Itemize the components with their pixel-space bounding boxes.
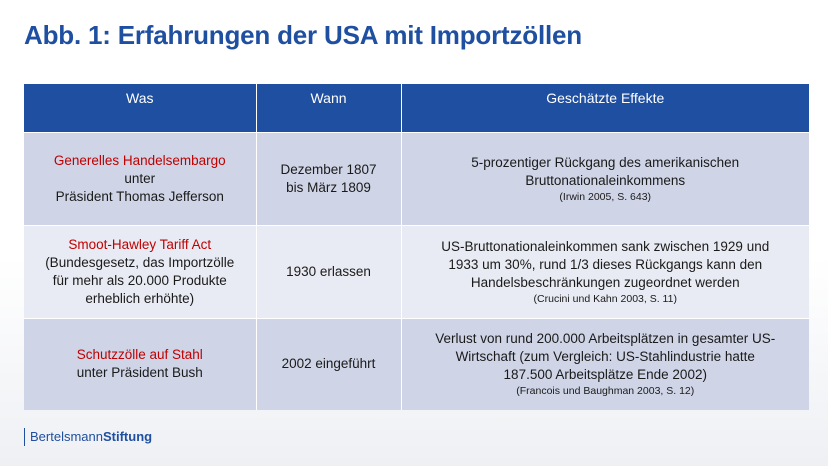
effect-text: 187.500 Arbeitsplätze Ende 2002) bbox=[503, 367, 707, 383]
table-row: Generelles Handelsembargo unter Präsiden… bbox=[24, 131, 809, 225]
effect-text: Wirtschaft (zum Vergleich: US-Stahlindus… bbox=[455, 349, 755, 365]
citation: (Francois und Baughman 2003, S. 12) bbox=[516, 385, 695, 398]
effect-text: 1933 um 30%, rund 1/3 dieses Rückgangs k… bbox=[448, 256, 763, 272]
cell-effekte: US-Bruttonationaleinkommen sank zwischen… bbox=[401, 224, 809, 318]
logo-text-part1: Bertelsmann bbox=[30, 429, 103, 444]
cell-effekte: Verlust von rund 200.000 Arbeitsplätzen … bbox=[401, 317, 809, 410]
measure-detail: (Bundesgesetz, das Importzölle bbox=[45, 254, 235, 270]
date-text: 2002 eingeführt bbox=[281, 356, 376, 372]
measure-name: Generelles Handelsembargo bbox=[53, 152, 226, 168]
cell-effekte: 5-prozentiger Rückgang des amerikanische… bbox=[401, 131, 809, 225]
cell-wann: 2002 eingeführt bbox=[256, 317, 402, 410]
effect-text: 5-prozentiger Rückgang des amerikanische… bbox=[471, 154, 740, 170]
table-row: Schutzzölle auf Stahl unter Präsident Bu… bbox=[24, 317, 809, 410]
date-text: bis März 1809 bbox=[286, 179, 371, 195]
table-row: Smoot-Hawley Tariff Act (Bundesgesetz, d… bbox=[24, 224, 809, 318]
cell-was: Smoot-Hawley Tariff Act (Bundesgesetz, d… bbox=[24, 224, 257, 318]
effect-text: US-Bruttonationaleinkommen sank zwischen… bbox=[441, 238, 770, 254]
measure-detail: Präsident Thomas Jefferson bbox=[55, 188, 224, 204]
measure-detail: unter bbox=[124, 170, 156, 186]
effect-text: Verlust von rund 200.000 Arbeitsplätzen … bbox=[435, 331, 776, 347]
measure-detail: für mehr als 20.000 Produkte bbox=[52, 272, 227, 288]
column-header-was: Was bbox=[24, 84, 257, 132]
cell-was: Generelles Handelsembargo unter Präsiden… bbox=[24, 131, 257, 225]
column-header-effekte: Geschätzte Effekte bbox=[401, 84, 809, 132]
column-header-wann: Wann bbox=[256, 84, 402, 132]
data-table: Was Wann Geschätzte Effekte Generelles H… bbox=[24, 84, 809, 410]
cell-wann: Dezember 1807 bis März 1809 bbox=[256, 131, 402, 225]
measure-detail: erheblich erhöhte) bbox=[85, 290, 195, 306]
citation: (Irwin 2005, S. 643) bbox=[559, 190, 652, 203]
cell-wann: 1930 erlassen bbox=[256, 224, 402, 318]
date-text: 1930 erlassen bbox=[286, 263, 371, 279]
measure-name: Schutzzölle auf Stahl bbox=[76, 347, 203, 363]
page-title: Abb. 1: Erfahrungen der USA mit Importzö… bbox=[24, 20, 582, 50]
date-text: Dezember 1807 bbox=[280, 161, 377, 177]
cell-was: Schutzzölle auf Stahl unter Präsident Bu… bbox=[24, 317, 257, 410]
effect-text: Handelsbeschränkungen zugeordnet werden bbox=[470, 274, 740, 290]
table-header-row: Was Wann Geschätzte Effekte bbox=[24, 84, 809, 132]
effect-text: Bruttonationaleinkommens bbox=[525, 172, 686, 188]
measure-name: Smoot-Hawley Tariff Act bbox=[68, 236, 212, 252]
citation: (Crucini und Kahn 2003, S. 11) bbox=[533, 292, 677, 305]
logo-text-part2: Stiftung bbox=[102, 429, 153, 444]
bertelsmann-stiftung-logo: BertelsmannStiftung bbox=[24, 428, 152, 446]
measure-detail: unter Präsident Bush bbox=[76, 365, 203, 381]
